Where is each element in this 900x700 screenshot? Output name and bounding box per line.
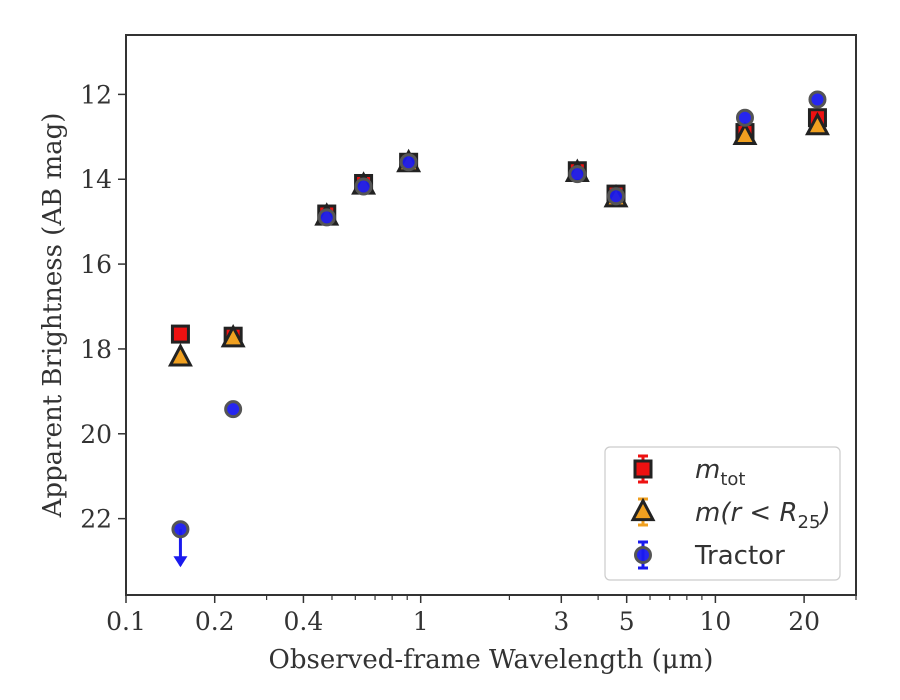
data-point xyxy=(804,111,830,136)
x-tick-label: 20 xyxy=(788,607,820,636)
x-tick-label: 0.4 xyxy=(284,607,324,636)
data-point xyxy=(399,153,418,172)
legend-label-tail: ) xyxy=(818,498,830,528)
y-tick-label: 22 xyxy=(80,505,112,534)
x-tick-label: 10 xyxy=(699,607,731,636)
y-tick-label: 12 xyxy=(80,80,112,109)
plot-area xyxy=(167,90,830,568)
axes: 0.1 0.2 0.4 1 3 5 10 20 12 14 16 18 20 22 xyxy=(80,34,857,636)
x-axis-title: Observed-frame Wavelength (μm) xyxy=(269,645,714,675)
data-point xyxy=(568,165,587,184)
x-tick-label: 1 xyxy=(413,607,429,636)
legend-entry: mtot xyxy=(633,454,745,490)
legend-label-subscript: tot xyxy=(720,469,745,490)
y-tick-label: 18 xyxy=(80,335,112,364)
data-point xyxy=(607,187,626,206)
data-point xyxy=(170,324,190,344)
legend-marker xyxy=(633,459,653,479)
legend-marker xyxy=(634,546,652,564)
legend-entry: m(r < R25) xyxy=(630,497,831,533)
data-point xyxy=(220,323,246,348)
x-tick-label: 3 xyxy=(553,607,569,636)
legend: mtot m(r < R25) Tractor xyxy=(604,446,841,581)
legend-label-main: m(r < R xyxy=(695,498,798,528)
data-point xyxy=(735,108,754,127)
legend-label: m(r < R25) xyxy=(695,498,831,533)
legend-label: mtot xyxy=(695,455,745,490)
x-tick-label: 0.1 xyxy=(106,607,146,636)
data-point xyxy=(732,121,758,146)
plot-frame xyxy=(125,34,857,596)
x-tick-label: 0.2 xyxy=(195,607,235,636)
upper-limit-arrow-head xyxy=(173,556,188,568)
y-tick-label: 14 xyxy=(80,165,112,194)
legend-box xyxy=(604,446,841,581)
legend-label-main: m xyxy=(695,455,720,485)
legend-label: Tractor xyxy=(694,541,785,571)
series-circle xyxy=(171,90,827,568)
x-tick-label: 5 xyxy=(619,607,635,636)
legend-marker xyxy=(630,497,656,522)
data-point xyxy=(317,208,336,227)
data-point xyxy=(224,400,243,419)
data-point xyxy=(171,520,190,539)
legend-label-main: Tractor xyxy=(694,541,785,571)
data-point xyxy=(354,177,373,196)
data-point xyxy=(808,90,827,109)
legend-label-subscript: 25 xyxy=(798,512,821,533)
y-tick-label: 20 xyxy=(80,420,112,449)
y-tick-label: 16 xyxy=(80,250,112,279)
data-point xyxy=(167,343,193,367)
legend-entry: Tractor xyxy=(634,540,785,571)
y-axis-title: Apparent Brightness (AB mag) xyxy=(38,113,68,519)
